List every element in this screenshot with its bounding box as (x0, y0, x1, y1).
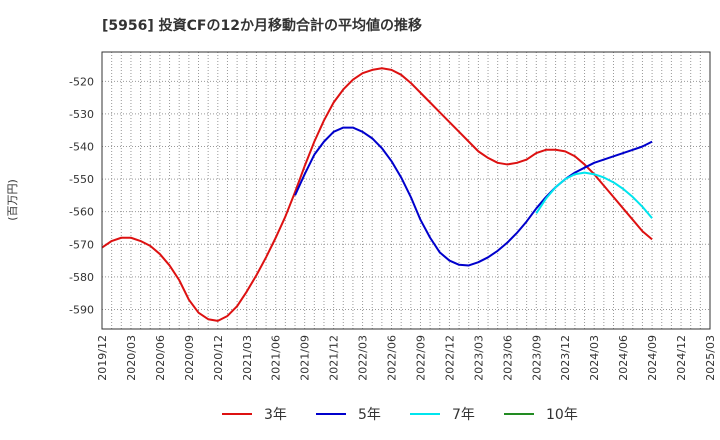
x-tick-label: 2025/03 (704, 335, 717, 381)
x-tick-label: 2022/12 (443, 335, 456, 381)
x-tick-label: 2022/06 (386, 335, 399, 381)
x-tick-label: 2019/12 (96, 335, 109, 381)
y-tick-label: -520 (69, 75, 94, 88)
x-tick-label: 2021/06 (270, 335, 283, 381)
x-tick-label: 2021/09 (299, 335, 312, 381)
y-tick-label: -540 (69, 141, 94, 154)
y-tick-label: -550 (69, 173, 94, 186)
y-tick-label: -580 (69, 271, 94, 284)
x-tick-label: 2020/06 (154, 335, 167, 381)
x-tick-label: 2020/03 (125, 335, 138, 381)
x-tick-label: 2024/03 (588, 335, 601, 381)
y-tick-label: -570 (69, 238, 94, 251)
y-axis: -520 -530 -540 -550 -560 -570 -580 -590 (69, 75, 94, 316)
legend-label: 5年 (358, 407, 381, 423)
x-tick-label: 2021/03 (241, 335, 254, 381)
y-tick-label: -590 (69, 303, 94, 316)
x-tick-label: 2023/09 (530, 335, 543, 381)
x-tick-label: 2023/03 (472, 335, 485, 381)
legend-label: 10年 (546, 407, 578, 423)
legend-label: 3年 (264, 407, 287, 423)
series-line-3 (535, 171, 653, 219)
y-tick-label: -560 (69, 206, 94, 219)
x-tick-label: 2020/09 (183, 335, 196, 381)
x-tick-label: 2024/09 (646, 335, 659, 381)
plot-border (101, 51, 711, 330)
x-tick-label: 2022/09 (414, 335, 427, 381)
y-tick-label: -530 (69, 108, 94, 121)
x-axis: 2019/12 2020/03 2020/06 2020/09 2020/12 2021/… (96, 335, 717, 381)
y-axis-label: (百万円) (6, 179, 19, 221)
x-tick-label: 2023/06 (501, 335, 514, 381)
x-tick-label: 2021/12 (328, 335, 341, 381)
series-lines (101, 67, 653, 322)
x-tick-label: 2023/12 (559, 335, 572, 381)
x-tick-label: 2022/03 (357, 335, 370, 381)
series-line-1 (101, 67, 653, 322)
grid (101, 52, 711, 329)
legend-label: 7年 (452, 407, 475, 423)
x-tick-label: 2020/12 (212, 335, 225, 381)
x-tick-label: 2024/12 (675, 335, 688, 381)
legend: 3年 5年 7年 10年 (222, 407, 578, 423)
x-tick-label: 2024/06 (617, 335, 630, 381)
plot-area (102, 52, 710, 329)
series-line-2 (294, 126, 653, 267)
chart-title: [5956] 投資CFの12か月移動合計の平均値の推移 (102, 17, 422, 34)
